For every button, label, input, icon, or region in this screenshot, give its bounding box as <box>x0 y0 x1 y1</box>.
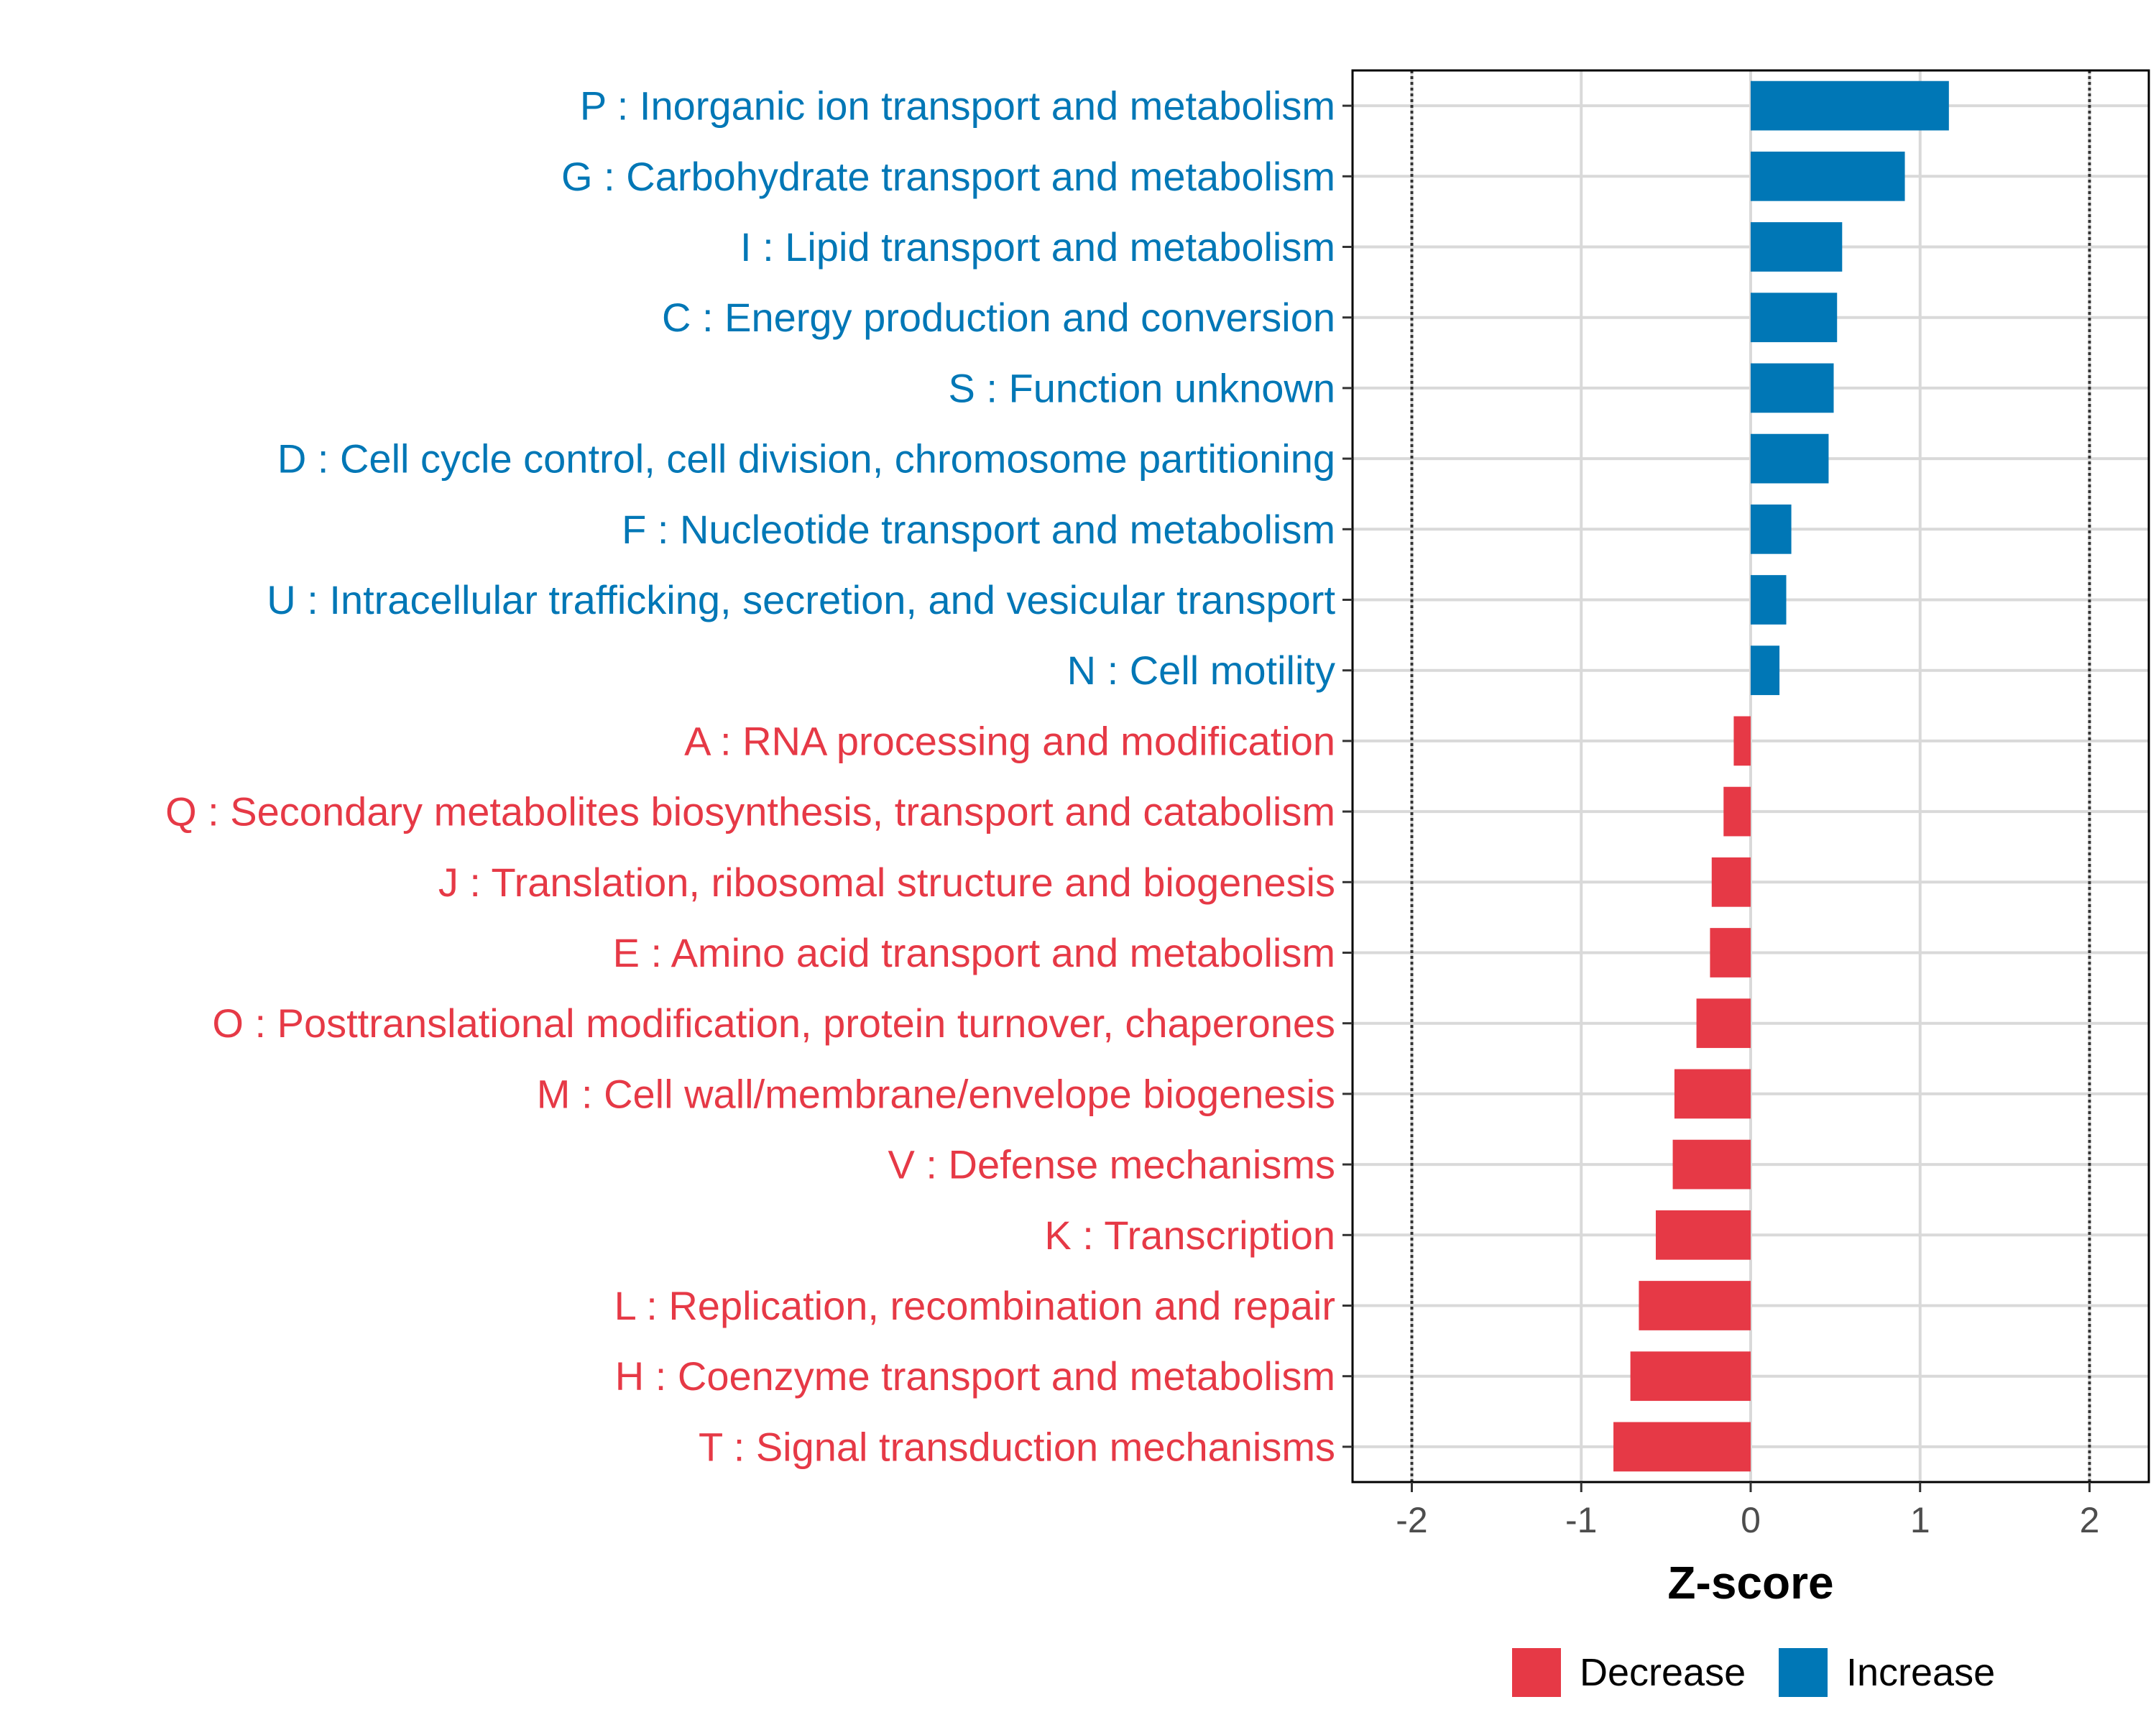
bar-layer <box>1613 80 1949 1472</box>
bar-decrease <box>1655 1210 1751 1260</box>
category-labels: P : Inorganic ion transport and metaboli… <box>165 83 1335 1470</box>
category-label: U : Intracellular trafficking, secretion… <box>267 577 1335 622</box>
category-label: C : Energy production and conversion <box>662 295 1335 340</box>
category-label: D : Cell cycle control, cell division, c… <box>277 436 1335 482</box>
x-tick-label: 1 <box>1910 1500 1930 1540</box>
bar-decrease <box>1639 1281 1751 1330</box>
bar-decrease <box>1630 1351 1751 1402</box>
x-tick-label: 0 <box>1741 1500 1761 1540</box>
bar-decrease <box>1733 716 1751 766</box>
category-label: F : Nucleotide transport and metabolism <box>622 507 1335 552</box>
category-label: N : Cell motility <box>1067 648 1335 693</box>
category-label: L : Replication, recombination and repai… <box>614 1283 1335 1328</box>
category-label: A : RNA processing and modification <box>684 718 1335 763</box>
bar-increase <box>1751 504 1792 554</box>
category-label: G : Carbohydrate transport and metabolis… <box>561 154 1335 199</box>
bar-increase <box>1751 222 1843 272</box>
bar-increase <box>1751 293 1838 343</box>
category-label: P : Inorganic ion transport and metaboli… <box>580 83 1335 129</box>
x-tick-label: -2 <box>1396 1500 1427 1540</box>
bar-increase <box>1751 151 1905 201</box>
axis-ticks: -2 -1 0 1 2 <box>1342 104 2100 1540</box>
bar-decrease <box>1711 857 1751 907</box>
x-tick-label: -1 <box>1565 1500 1597 1540</box>
category-label: S : Function unknown <box>948 365 1335 410</box>
category-label: Q : Secondary metabolites biosynthesis, … <box>165 789 1335 834</box>
x-axis-title: Z-score <box>1667 1557 1833 1609</box>
category-label: E : Amino acid transport and metabolism <box>613 930 1335 975</box>
legend-label-decrease: Decrease <box>1580 1651 1746 1694</box>
bar-increase <box>1751 645 1780 696</box>
bar-decrease <box>1723 786 1751 837</box>
legend-swatch-increase <box>1779 1648 1828 1697</box>
legend-swatch-decrease <box>1512 1648 1561 1697</box>
bar-increase <box>1751 575 1787 625</box>
bar-decrease <box>1613 1422 1751 1472</box>
bar-decrease <box>1710 928 1751 978</box>
bar-increase <box>1751 363 1834 413</box>
bar-decrease <box>1696 998 1751 1049</box>
bar-increase <box>1751 433 1829 484</box>
bar-decrease <box>1672 1139 1751 1190</box>
bar-decrease <box>1674 1069 1751 1119</box>
category-label: M : Cell wall/membrane/envelope biogenes… <box>537 1071 1335 1116</box>
category-label: O : Posttranslational modification, prot… <box>212 1000 1335 1046</box>
category-label: J : Translation, ribosomal structure and… <box>438 860 1335 905</box>
category-label: I : Lipid transport and metabolism <box>740 224 1335 270</box>
x-tick-label: 2 <box>2080 1500 2100 1540</box>
legend-label-increase: Increase <box>1846 1651 1995 1694</box>
category-label: V : Defense mechanisms <box>888 1142 1335 1187</box>
category-label: H : Coenzyme transport and metabolism <box>615 1353 1335 1399</box>
category-label: T : Signal transduction mechanisms <box>699 1424 1335 1469</box>
category-label: K : Transcription <box>1044 1213 1335 1258</box>
legend: Decrease Increase <box>1512 1648 1995 1697</box>
bar-increase <box>1751 80 1949 131</box>
